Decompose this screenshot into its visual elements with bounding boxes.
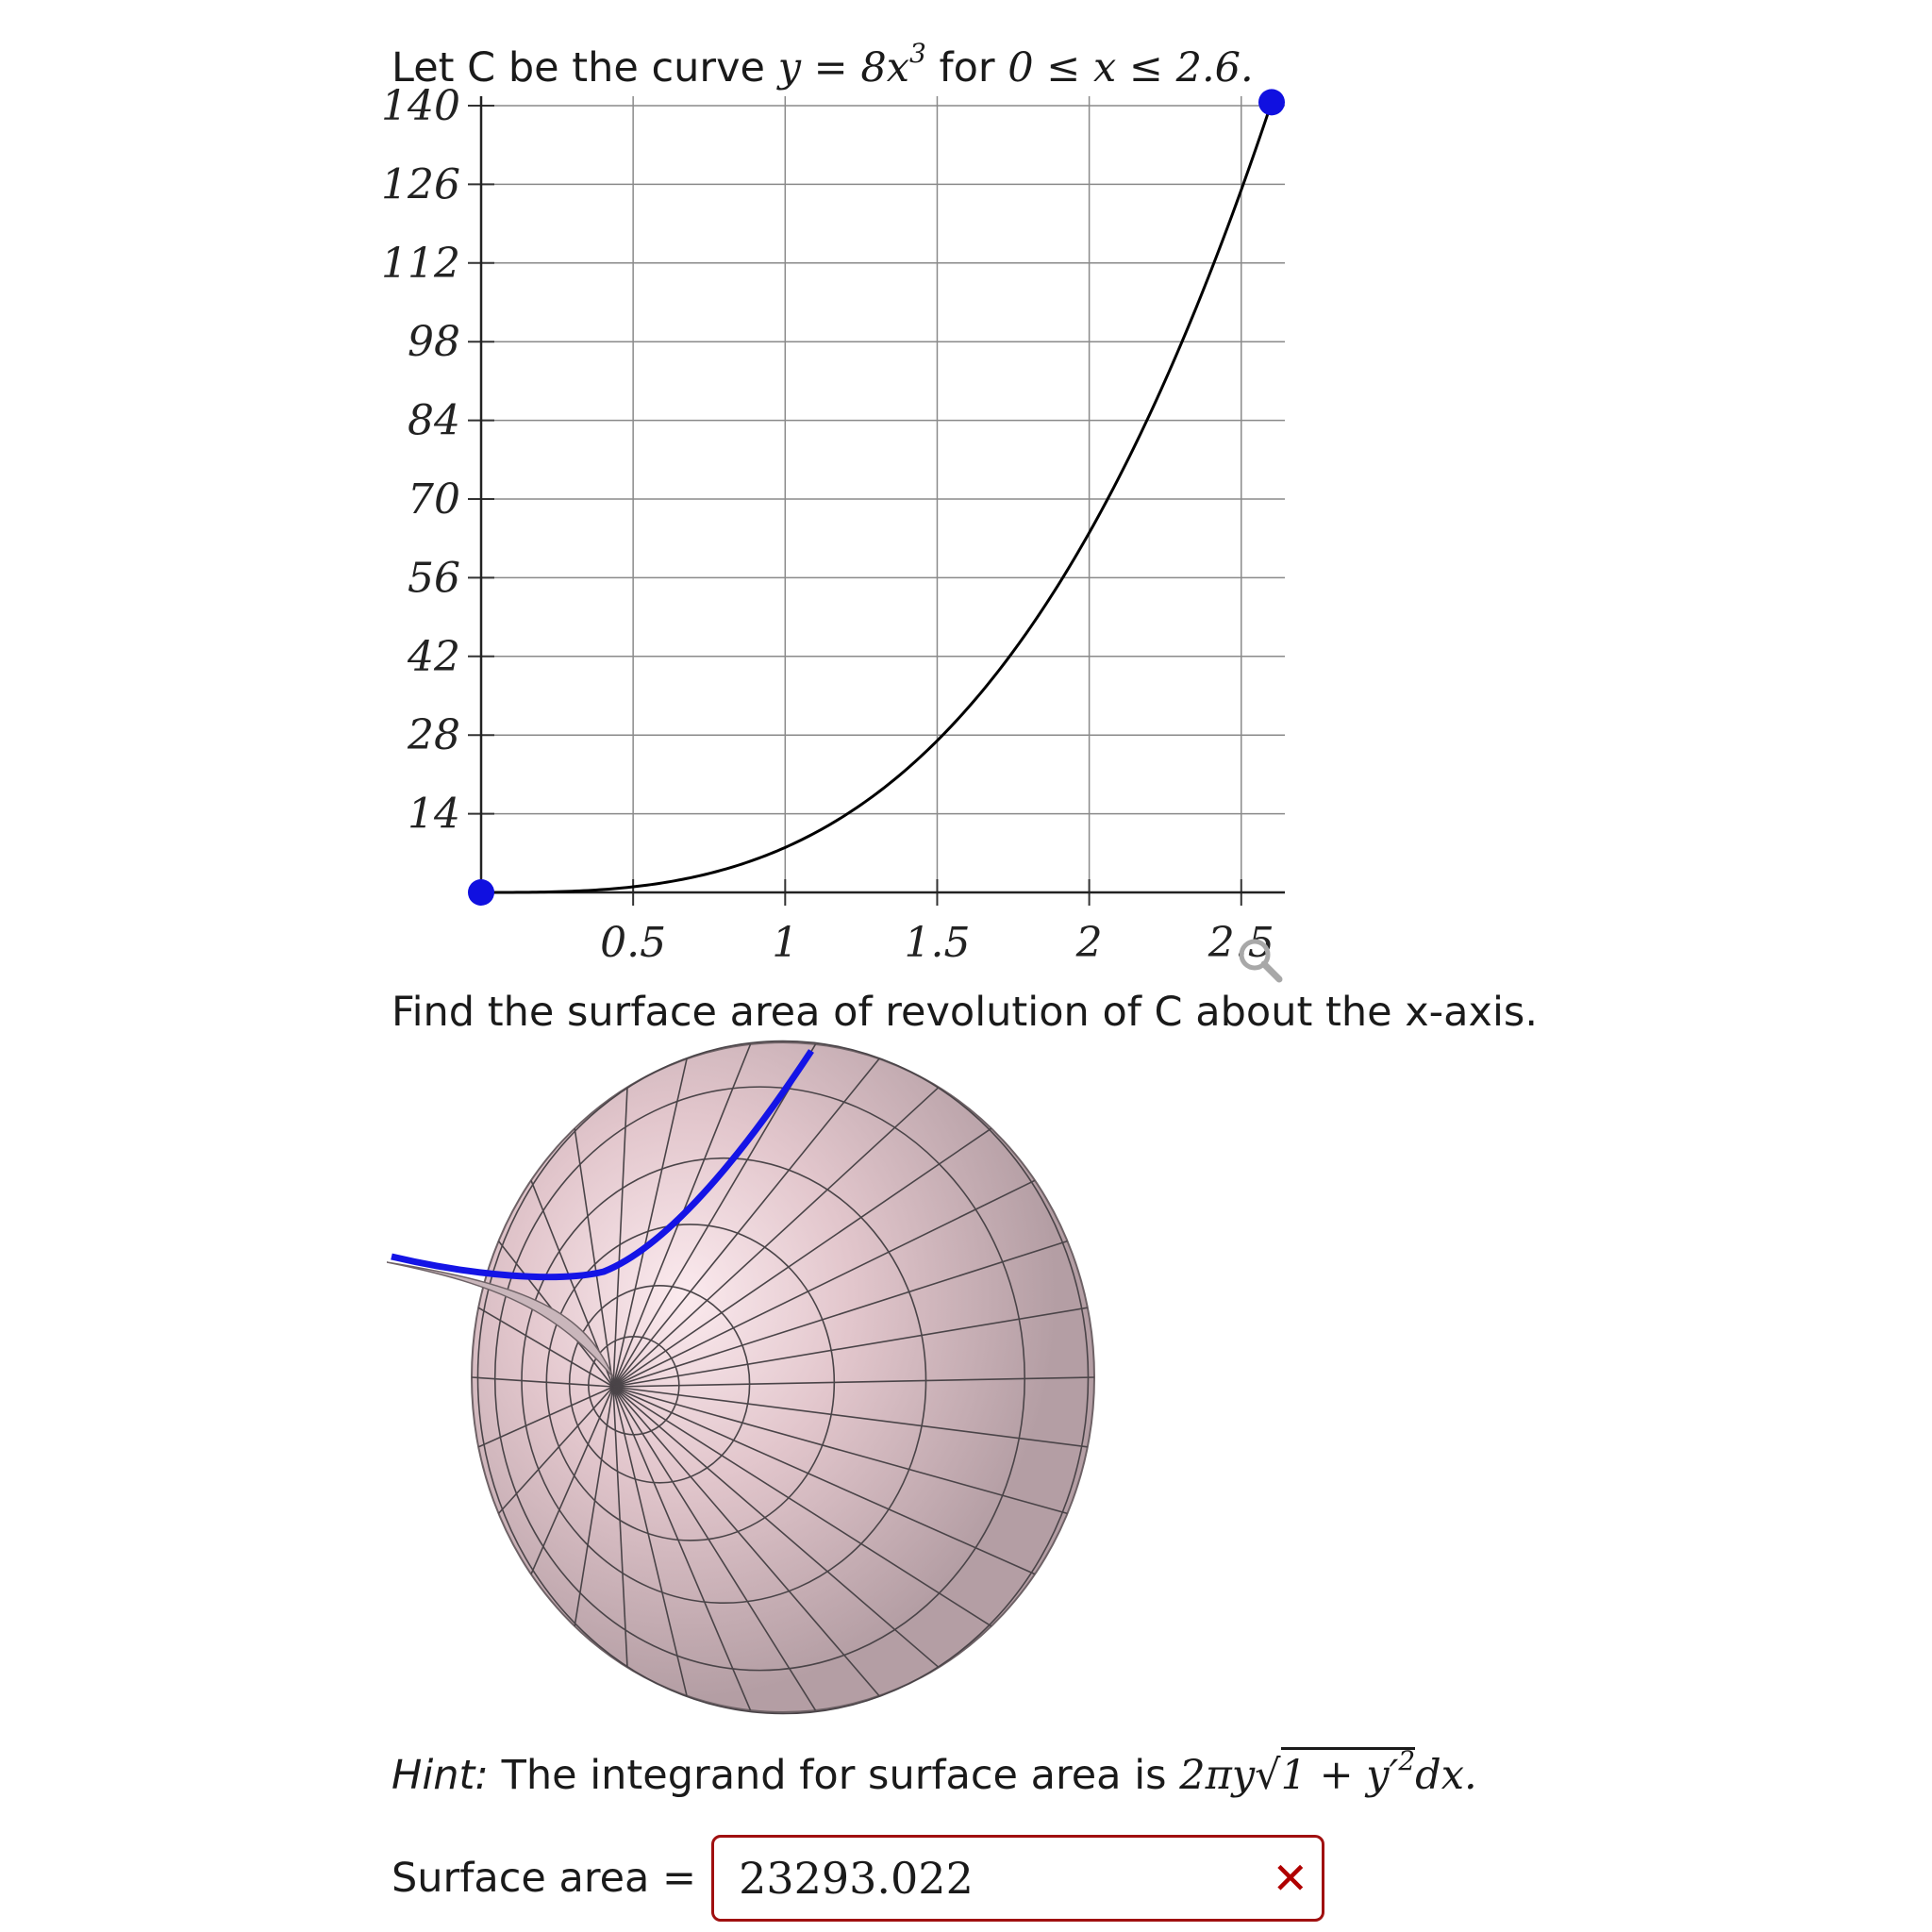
mesh-spoke xyxy=(612,1386,1068,1515)
curve-endpoint xyxy=(468,879,494,906)
mesh-spoke xyxy=(612,1240,1068,1388)
curve-line xyxy=(481,101,1274,894)
mesh-spoke xyxy=(471,1376,614,1388)
mesh-spoke xyxy=(612,1386,1088,1448)
hint-formula: 2πy√1 + y′2dx. xyxy=(1179,1745,1477,1799)
y-tick-label: 42 xyxy=(407,633,460,681)
y-tick-label: 70 xyxy=(408,475,460,524)
y-tick-label: 28 xyxy=(407,711,460,759)
mesh-spoke xyxy=(612,1386,752,1711)
mesh-spoke xyxy=(612,1127,992,1388)
graph-grid xyxy=(481,96,1285,892)
mesh-spoke xyxy=(574,1386,614,1626)
mesh-spoke xyxy=(612,1386,880,1697)
for-text: for xyxy=(939,44,995,92)
graph-axes xyxy=(468,96,1285,906)
mesh-spoke xyxy=(612,1043,817,1388)
y-tick-labels: 14 28 42 56 70 84 98 112 126 140 xyxy=(381,85,460,839)
curve-endpoints xyxy=(468,89,1285,906)
y-tick-label: 140 xyxy=(381,85,460,130)
mesh-spoke xyxy=(612,1086,940,1388)
answer-label: Surface area = xyxy=(391,1855,697,1902)
mesh-spoke xyxy=(477,1307,614,1388)
mesh-spoke xyxy=(612,1386,817,1711)
problem-intro: Let C be the curve y = 8x3 for 0 ≤ x ≤ 2… xyxy=(391,38,1254,92)
hint-line: Hint: The integrand for surface area is … xyxy=(391,1745,1477,1799)
x-tick-label: 1 xyxy=(772,919,798,967)
answer-input[interactable]: 23293.022 ✕ xyxy=(711,1835,1325,1922)
x-tick-label: 1.5 xyxy=(904,919,970,967)
answer-value: 23293.022 xyxy=(739,1853,974,1904)
surface-of-revolution-figure xyxy=(387,1040,1095,1715)
mesh-spoke xyxy=(612,1386,1036,1575)
hint-text: The integrand for surface area is xyxy=(501,1752,1167,1799)
mesh-spoke xyxy=(612,1386,940,1669)
mesh-spoke xyxy=(530,1386,614,1574)
intro-text: Let C be the curve xyxy=(391,44,766,92)
answer-row: Surface area = 23293.022 ✕ xyxy=(391,1835,1325,1922)
y-tick-label: 56 xyxy=(408,554,460,602)
mesh-spoke xyxy=(497,1386,614,1514)
mesh-spoke xyxy=(574,1128,614,1388)
incorrect-x-icon: ✕ xyxy=(1272,1853,1309,1904)
hint-label: Hint: xyxy=(391,1752,489,1799)
curve-equation: y = 8x3 xyxy=(777,38,926,92)
mesh-spoke xyxy=(612,1386,992,1627)
mesh-spoke xyxy=(612,1386,688,1696)
mesh-spoke xyxy=(612,1087,628,1388)
mesh-spoke xyxy=(612,1376,1095,1388)
x-tick-labels: 0.5 1 1.5 2 2.5 xyxy=(600,919,1274,967)
y-tick-label: 14 xyxy=(408,791,460,839)
magnifier-icon[interactable] xyxy=(1234,934,1285,985)
surface-neck xyxy=(387,1261,614,1378)
mesh-spoke xyxy=(612,1179,1036,1388)
mesh-spoke xyxy=(612,1307,1088,1388)
x-tick-label: 2 xyxy=(1075,919,1103,967)
problem-question: Find the surface area of revolution of C… xyxy=(391,989,1539,1036)
y-tick-label: 126 xyxy=(381,160,460,208)
mesh-spoke xyxy=(612,1058,880,1388)
y-tick-label: 84 xyxy=(408,397,460,445)
mesh-spoke xyxy=(612,1058,688,1388)
mesh-spoke xyxy=(477,1386,614,1448)
mesh-spoke xyxy=(612,1386,628,1668)
y-tick-label: 98 xyxy=(408,318,460,366)
domain-inequality: 0 ≤ x ≤ 2.6. xyxy=(1008,44,1254,92)
y-tick-label: 112 xyxy=(381,240,460,288)
curve-endpoint xyxy=(1258,89,1285,116)
x-tick-label: 0.5 xyxy=(600,919,666,967)
revolved-curve-line xyxy=(391,1049,814,1281)
